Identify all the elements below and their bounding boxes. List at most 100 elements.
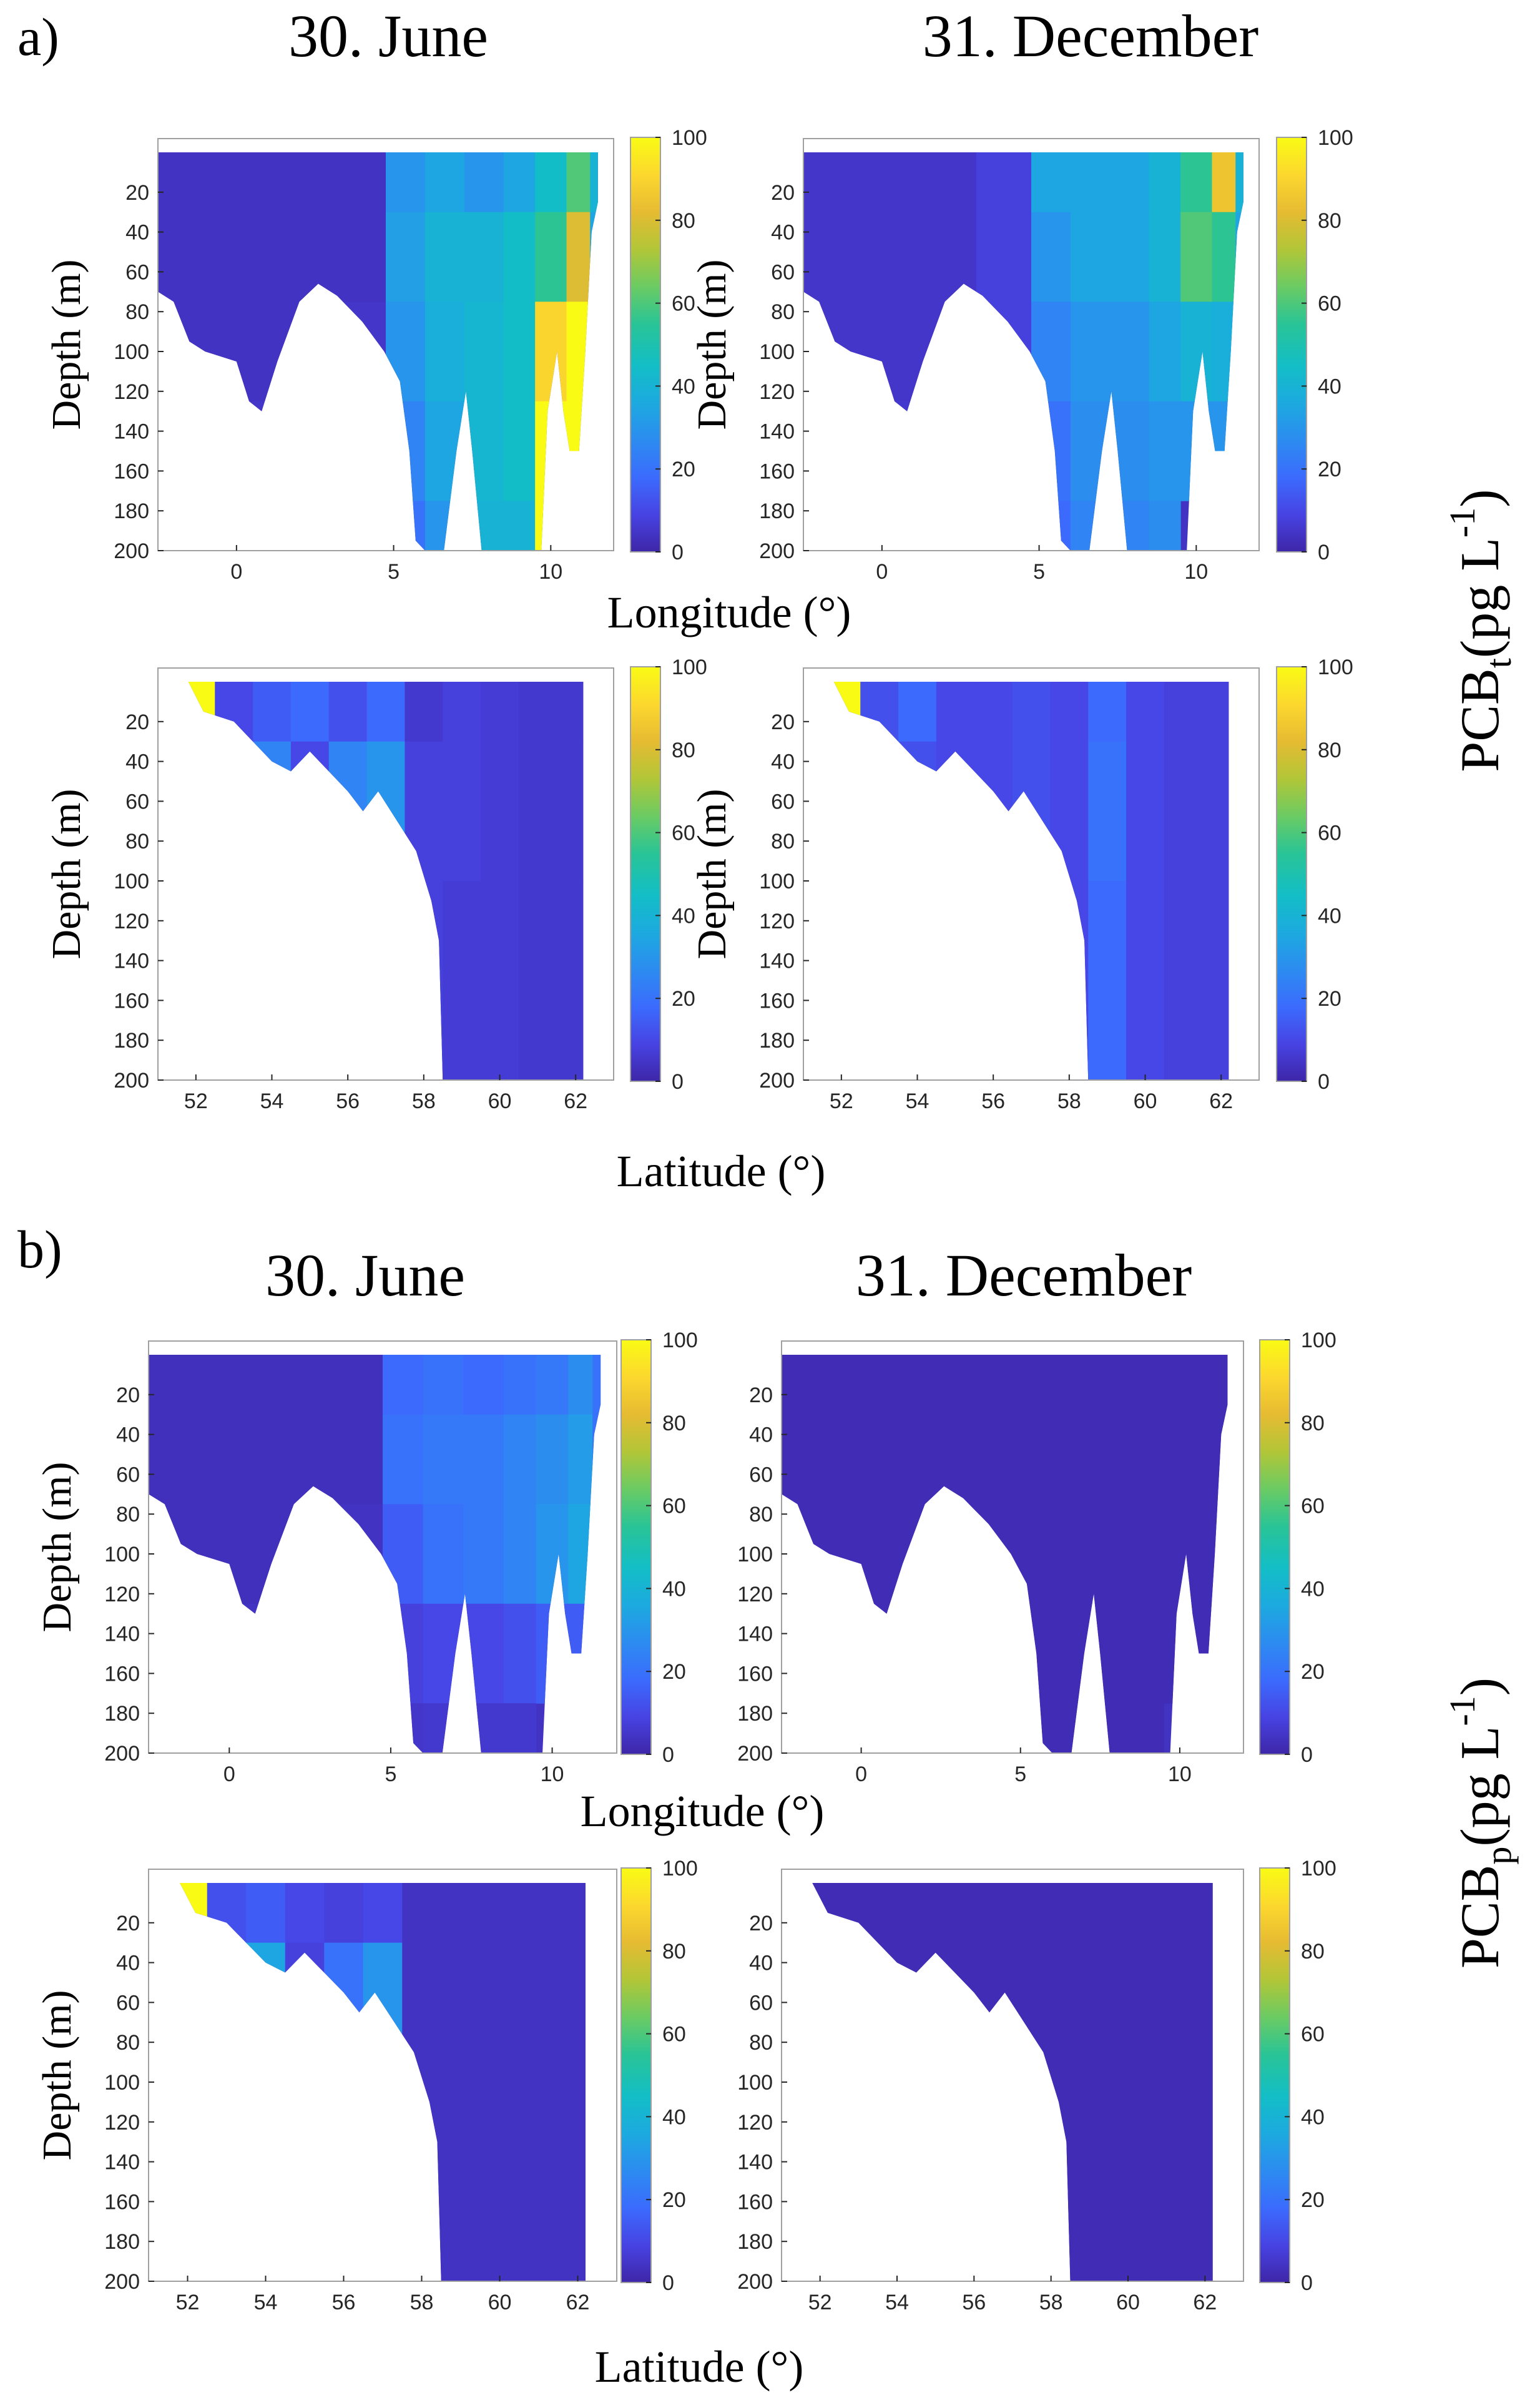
colorbar-tick-label: 40 — [1318, 904, 1341, 928]
y-tick-label: 200 — [759, 539, 795, 563]
heatmap-cell — [1164, 881, 1203, 1080]
y-tick-label: 60 — [116, 1463, 140, 1487]
heatmap-cell — [386, 152, 426, 213]
y-tick-label: 200 — [737, 2270, 773, 2294]
heatmap-cell — [974, 741, 1013, 882]
heatmap-cell — [993, 1883, 1032, 1944]
heatmap-cell — [1149, 401, 1181, 501]
heatmap-cell — [1070, 1942, 1109, 2083]
y-tick-label: 140 — [114, 420, 149, 444]
colorbar-tick-label: 40 — [1301, 1577, 1325, 1601]
heatmap-cell — [1126, 682, 1165, 742]
y-tick-label: 60 — [125, 260, 149, 284]
colorbar — [620, 1867, 652, 2283]
colorbar-tick-label: 20 — [1301, 2188, 1325, 2212]
y-tick-label: 100 — [104, 1543, 140, 1566]
y-tick-label: 80 — [749, 1503, 773, 1526]
heatmap-cell — [326, 1355, 383, 1415]
colorbar — [1276, 137, 1307, 553]
y-tick-label: 200 — [737, 1742, 773, 1766]
heatmap-cell — [480, 1883, 520, 1944]
y-axis-label: Depth (m) — [34, 1990, 80, 2160]
x-tick-label: 58 — [1039, 2291, 1063, 2314]
colorbar — [630, 666, 661, 1082]
heatmap-cell — [1132, 1703, 1164, 1753]
heatmap-cell — [330, 401, 386, 501]
axes-frame — [157, 138, 614, 551]
y-tick-label: 120 — [759, 380, 795, 404]
heatmap-cell — [149, 1355, 190, 1415]
heatmap-cell — [326, 1414, 383, 1505]
y-tick-label: 200 — [759, 1069, 795, 1093]
heatmap-cell — [215, 682, 253, 742]
y-tick-label: 100 — [104, 2071, 140, 2095]
heatmap-cell — [386, 401, 426, 501]
heatmap-cell — [535, 152, 567, 213]
heatmap-cell — [519, 1942, 559, 2083]
x-tick-label: 56 — [962, 2291, 986, 2314]
x-tick-label: 10 — [1184, 560, 1208, 584]
heatmap-cell — [246, 1883, 286, 1944]
heatmap-cell — [536, 1355, 569, 1415]
heatmap-cell — [1180, 401, 1212, 501]
heatmap-cell — [518, 881, 557, 1080]
heatmap-cells — [812, 1883, 1213, 2281]
heatmap-cell — [503, 1603, 537, 1704]
heatmap-cell — [423, 1504, 464, 1604]
heatmap-cell — [518, 741, 557, 882]
heatmap-cell — [1070, 2082, 1109, 2281]
axes-frame — [803, 138, 1260, 551]
panel-letter-a: a) — [17, 7, 59, 67]
heatmap-cell — [913, 212, 977, 302]
heatmap-cell — [782, 1603, 822, 1704]
heatmap-cell — [821, 1414, 894, 1505]
y-tick-label: 40 — [125, 750, 149, 774]
heatmap-cell — [1088, 741, 1127, 882]
heatmap-cell — [566, 152, 591, 213]
heatmap-cell — [956, 1603, 1013, 1704]
heatmap-cell — [821, 1504, 894, 1604]
y-tick-label: 40 — [749, 1952, 773, 1975]
heatmap-cell — [913, 302, 977, 402]
y-tick-label: 60 — [125, 790, 149, 813]
heatmap-cell — [568, 1355, 593, 1415]
heatmap-cell — [821, 1355, 894, 1415]
heatmap-cell — [464, 501, 504, 551]
heatmap-cell — [1031, 501, 1071, 551]
heatmap-cell — [954, 1883, 994, 1944]
heatmap-cell — [1092, 1603, 1132, 1704]
heatmap-cells — [149, 1355, 601, 1753]
heatmap-cell — [1235, 302, 1243, 402]
x-tick-label: 5 — [1033, 560, 1045, 584]
heatmap-cell — [956, 1414, 1013, 1505]
x-tick-label: 0 — [876, 560, 888, 584]
heatmap-cell — [803, 152, 843, 213]
y-tick-label: 40 — [749, 1423, 773, 1447]
heatmap-cell — [1132, 1414, 1164, 1505]
heatmap-cell — [1109, 401, 1150, 501]
x-tick-label: 56 — [981, 1089, 1005, 1113]
x-tick-label: 0 — [223, 1762, 235, 1786]
heatmap-cell — [1070, 302, 1111, 402]
heatmap-cell — [405, 741, 443, 882]
y-axis-label: Depth (m) — [689, 789, 735, 959]
colorbar-tick-label: 40 — [1301, 2105, 1325, 2129]
y-tick-label: 200 — [114, 539, 149, 563]
heatmap-cell — [503, 501, 536, 551]
x-tick-label: 10 — [539, 560, 562, 584]
colorbar-tick-label: 100 — [662, 1857, 698, 1880]
panel-b-lat-dec: 20 40 60 80 100 120 140 160 180 200 52 54 56 58 60 62 0 2… — [737, 1857, 1336, 2314]
colorbar-tick-label: 80 — [1318, 739, 1341, 762]
y-tick-label: 60 — [116, 1991, 140, 2015]
heatmap-cell — [821, 1603, 894, 1704]
heatmap-cell — [1149, 212, 1181, 302]
x-tick-label: 52 — [830, 1089, 853, 1113]
x-tick-label: 54 — [885, 2291, 909, 2314]
y-tick-label: 20 — [749, 1383, 773, 1407]
x-tick-label: 58 — [412, 1089, 436, 1113]
heatmap-cell — [285, 1942, 325, 2083]
heatmap-cell — [1031, 302, 1071, 402]
